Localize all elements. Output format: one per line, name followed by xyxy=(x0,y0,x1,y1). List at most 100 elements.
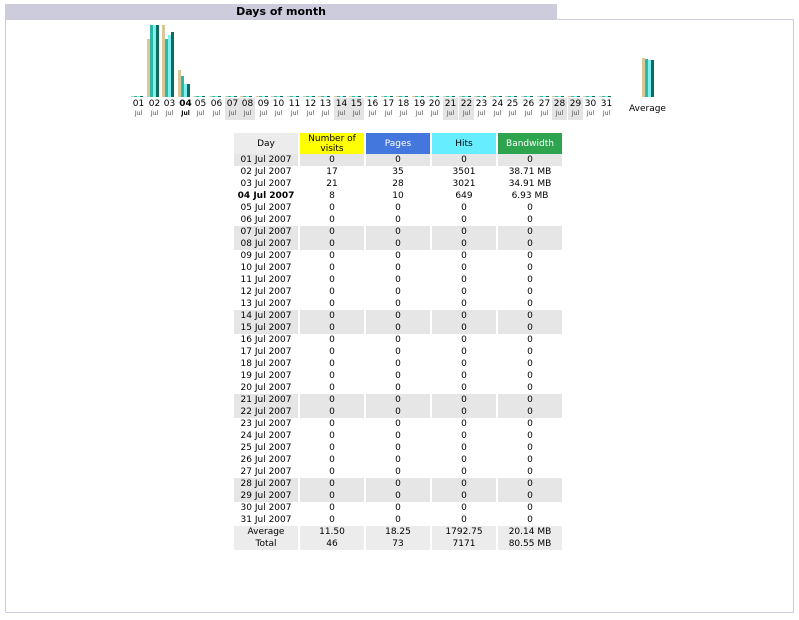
cell-visits: 0 xyxy=(329,335,335,345)
cell-pages: 0 xyxy=(395,383,401,393)
cell-hits: 7171 xyxy=(432,538,496,550)
bar-06-visits xyxy=(209,96,212,97)
day-number: 07 xyxy=(226,99,239,109)
table-row: 14 Jul 2007 0 0 0 0 xyxy=(234,310,562,322)
day-month: Jul xyxy=(524,110,533,117)
cell-day: 21 Jul 2007 xyxy=(234,394,298,406)
day-number: 03 xyxy=(163,99,176,109)
cell-visits: 0 xyxy=(329,215,335,225)
bar-07-pages xyxy=(228,96,231,97)
day-label-04: 04 Jul xyxy=(178,98,193,120)
bar-06-pages xyxy=(212,96,215,97)
cell-visits: 0 xyxy=(300,226,364,238)
bar-06-bandwidth xyxy=(218,96,221,97)
cell-day: 10 Jul 2007 xyxy=(240,263,292,273)
cell-pages: 0 xyxy=(395,215,401,225)
cell-bandwidth: 80.55 MB xyxy=(498,538,562,550)
bar-13-pages xyxy=(321,96,324,97)
cell-pages: 0 xyxy=(366,394,430,406)
bar-10-pages xyxy=(274,96,277,97)
bar-17-visits xyxy=(381,96,384,97)
cell-visits: 0 xyxy=(329,431,335,441)
cell-hits: 0 xyxy=(461,371,467,381)
bar-19-visits xyxy=(412,96,415,97)
bar-03-visits xyxy=(162,25,165,97)
bar-27-bandwidth xyxy=(546,96,549,97)
day-label-13: 13 Jul xyxy=(318,98,333,120)
day-number: 05 xyxy=(194,99,207,109)
cell-pages: 0 xyxy=(395,263,401,273)
table-row: 16 Jul 2007 0 0 0 0 xyxy=(234,334,562,346)
header-pages: Pages xyxy=(366,133,430,154)
bar-09-visits xyxy=(256,96,259,97)
bar-20-bandwidth xyxy=(436,96,439,97)
cell-visits: 8 xyxy=(329,191,335,201)
cell-visits: 0 xyxy=(329,371,335,381)
bar-23-pages xyxy=(477,96,480,97)
bar-25-hits xyxy=(511,96,514,97)
bar-29-visits xyxy=(568,96,571,97)
cell-visits: 0 xyxy=(300,154,364,166)
day-number: 11 xyxy=(288,99,301,109)
cell-hits: 0 xyxy=(461,515,467,525)
day-number: 31 xyxy=(600,99,613,109)
bar-25-pages xyxy=(508,96,511,97)
bar-12-pages xyxy=(306,96,309,97)
cell-visits: 0 xyxy=(300,478,364,490)
bar-11-bandwidth xyxy=(296,96,299,97)
day-label-06: 06 Jul xyxy=(209,98,224,120)
cell-bandwidth: 0 xyxy=(527,419,533,429)
day-label-05: 05 Jul xyxy=(193,98,208,120)
cell-hits: 0 xyxy=(461,275,467,285)
table-row: 18 Jul 2007 0 0 0 0 xyxy=(234,358,562,370)
table-row: 31 Jul 2007 0 0 0 0 xyxy=(234,514,562,526)
cell-pages: 0 xyxy=(395,359,401,369)
cell-visits: 0 xyxy=(300,238,364,250)
cell-pages: 0 xyxy=(395,515,401,525)
cell-pages: 0 xyxy=(395,371,401,381)
cell-bandwidth: 0 xyxy=(527,503,533,513)
day-number: 09 xyxy=(257,99,270,109)
day-label-21: 21 Jul xyxy=(443,98,458,120)
day-number: 04 xyxy=(179,99,192,109)
cell-day: 27 Jul 2007 xyxy=(240,467,292,477)
table-row: 24 Jul 2007 0 0 0 0 xyxy=(234,430,562,442)
bar-14-bandwidth xyxy=(343,96,346,97)
cell-hits: 0 xyxy=(461,503,467,513)
day-month: Jul xyxy=(181,110,190,117)
day-label-30: 30 Jul xyxy=(583,98,598,120)
day-month: Jul xyxy=(586,110,595,117)
day-label-31: 31 Jul xyxy=(599,98,614,120)
cell-hits: 3021 xyxy=(452,179,476,189)
day-month: Jul xyxy=(462,110,471,117)
table-row: 03 Jul 2007 21 28 3021 34.91 MB xyxy=(234,178,562,190)
day-label-10: 10 Jul xyxy=(271,98,286,120)
cell-hits: 0 xyxy=(461,203,467,213)
cell-day: Average xyxy=(234,526,298,538)
cell-day: 13 Jul 2007 xyxy=(240,299,292,309)
day-label-27: 27 Jul xyxy=(537,98,552,120)
table-row: 30 Jul 2007 0 0 0 0 xyxy=(234,502,562,514)
cell-day: 19 Jul 2007 xyxy=(240,371,292,381)
days-of-month-chart: 01 Jul 02 Jul 03 Jul 04 Jul 05 Jul 06 Jul 07 Jul 08 Jul… xyxy=(0,0,799,125)
table-row: 09 Jul 2007 0 0 0 0 xyxy=(234,250,562,262)
cell-bandwidth: 0 xyxy=(498,478,562,490)
bar-07-hits xyxy=(231,96,234,97)
cell-visits: 0 xyxy=(329,287,335,297)
day-number: 06 xyxy=(210,99,223,109)
day-number: 30 xyxy=(584,99,597,109)
day-label-03: 03 Jul xyxy=(162,98,177,120)
cell-pages: 0 xyxy=(366,154,430,166)
cell-bandwidth: 34.91 MB xyxy=(508,179,552,189)
day-number: 20 xyxy=(428,99,441,109)
cell-day: 22 Jul 2007 xyxy=(234,406,298,418)
cell-pages: 35 xyxy=(392,167,404,177)
cell-day: 16 Jul 2007 xyxy=(240,335,292,345)
cell-visits: 0 xyxy=(329,515,335,525)
cell-bandwidth: 0 xyxy=(527,371,533,381)
cell-bandwidth: 0 xyxy=(527,287,533,297)
cell-hits: 0 xyxy=(461,287,467,297)
bar-10-hits xyxy=(277,96,280,97)
bar-27-visits xyxy=(537,96,540,97)
cell-bandwidth: 0 xyxy=(527,431,533,441)
